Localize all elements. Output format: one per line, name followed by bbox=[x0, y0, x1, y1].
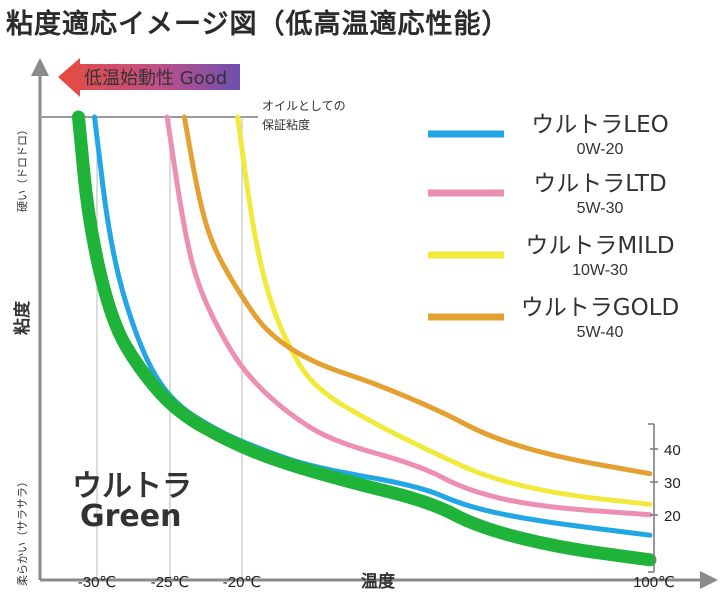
y-top-label: 硬い（ドロドロ） bbox=[16, 124, 29, 212]
y-axis-label: 粘度 bbox=[12, 300, 33, 335]
annotation-line-2: 保証粘度 bbox=[262, 117, 310, 132]
x-axis-arrowhead bbox=[700, 571, 718, 589]
legend-grade: 0W-20 bbox=[577, 141, 624, 158]
x-axis-label: 温度 bbox=[361, 571, 396, 592]
right-scale-label: 30 bbox=[664, 475, 681, 492]
series-line bbox=[181, 114, 653, 477]
x-tick-label: -20℃ bbox=[223, 574, 262, 591]
legend-name: ウルトラMILD bbox=[525, 233, 674, 259]
legend-grade: 5W-30 bbox=[577, 200, 624, 217]
legend-name: ウルトラLTD bbox=[533, 171, 666, 197]
legend-grade: 10W-30 bbox=[572, 262, 628, 279]
right-scale-label: 20 bbox=[664, 508, 681, 525]
legend: ウルトラLEO 0W-20 ウルトラLTD 5W-30 ウルトラMILD 10W-30 ウル… bbox=[428, 112, 679, 341]
series-line bbox=[72, 110, 657, 567]
x-tick-label: -30℃ bbox=[78, 574, 117, 591]
green-label-line-2: Green bbox=[80, 499, 181, 534]
series-line bbox=[235, 114, 653, 507]
y-bottom-label: 柔らかい（サラサラ） bbox=[16, 476, 29, 586]
series-line bbox=[164, 114, 653, 518]
low-temp-start-arrow bbox=[58, 58, 240, 97]
low-temp-start-label: 低温始動性 Good bbox=[84, 68, 227, 89]
chart-title: 粘度適応イメージ図（低高温適応性能） bbox=[6, 9, 510, 40]
y-axis-arrowhead bbox=[31, 58, 49, 76]
x-tick-label: 100℃ bbox=[633, 574, 675, 591]
legend-grade: 5W-40 bbox=[577, 324, 624, 341]
green-label-line-1: ウルトラ bbox=[72, 469, 192, 504]
legend-name: ウルトラGOLD bbox=[521, 295, 679, 321]
legend-name: ウルトラLEO bbox=[531, 112, 668, 138]
right-scale-label: 40 bbox=[664, 442, 681, 459]
x-tick-label: -25℃ bbox=[151, 574, 190, 591]
annotation-line-1: オイルとしての bbox=[262, 99, 346, 113]
